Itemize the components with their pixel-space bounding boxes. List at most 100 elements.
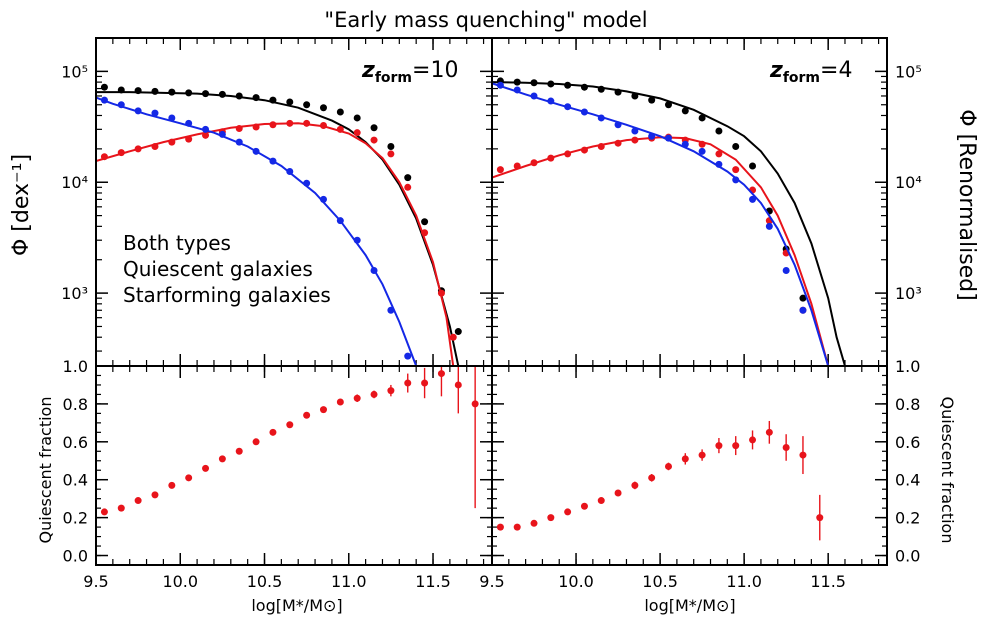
data-point [269, 96, 277, 104]
data-point [269, 157, 277, 165]
legend-item-starforming: Starforming galaxies [123, 283, 331, 307]
data-point [286, 421, 294, 429]
data-point [185, 474, 193, 482]
data-point [117, 504, 125, 512]
data-point [564, 103, 572, 111]
series-quiescent-fraction [100, 366, 479, 516]
data-point [580, 108, 588, 116]
data-point [631, 136, 639, 144]
data-point [404, 379, 412, 387]
panel-top-right: 10³ 10⁴ 10⁵ zform=4 [491, 37, 922, 367]
data-point [513, 78, 521, 86]
x-tick-label: 10.0 [162, 572, 198, 591]
data-point [319, 121, 327, 129]
panel-frame [95, 37, 493, 367]
data-point [732, 143, 740, 151]
data-point [648, 96, 656, 104]
data-point [614, 121, 622, 129]
left-top-ylabel: Φ [dex⁻¹] [9, 154, 34, 256]
data-point [235, 447, 243, 455]
x-tick-label: 11.5 [810, 572, 846, 591]
data-point [235, 92, 243, 100]
data-point [454, 381, 462, 389]
model-curve [492, 81, 846, 366]
data-point [765, 222, 773, 230]
data-point [421, 218, 429, 226]
data-point [681, 455, 689, 463]
data-point [698, 147, 706, 155]
data-point [799, 306, 807, 314]
data-point [303, 101, 311, 109]
data-point [597, 114, 605, 122]
y-tick-label: 10⁵ [61, 62, 88, 81]
data-point [387, 306, 395, 314]
y-tick-label: 0.6 [63, 433, 88, 452]
data-point [547, 80, 555, 88]
data-point [648, 474, 656, 482]
data-point [134, 145, 142, 153]
y-tick-label: 0.2 [63, 509, 88, 528]
panel-bottom-left: 0.0 0.2 0.4 0.6 0.8 1.0 9.5 10.0 10.5 11.0 11.5 [63, 357, 493, 591]
data-point [715, 160, 723, 168]
series-quiescent-galaxies [492, 133, 830, 366]
data-point [580, 502, 588, 510]
xlabel-right: log[M*/M⊙] [644, 596, 735, 615]
data-point [353, 129, 361, 137]
data-point [437, 370, 445, 378]
panel-frame [491, 365, 888, 566]
data-point [547, 154, 555, 162]
data-point [564, 150, 572, 158]
data-point [117, 86, 125, 94]
data-point [631, 92, 639, 100]
series-starforming-galaxies [492, 81, 830, 366]
data-point [286, 119, 294, 127]
figure-title: "Early mass quenching" model [324, 8, 647, 32]
data-point [513, 86, 521, 94]
xlabel-left: log[M*/M⊙] [251, 596, 342, 615]
data-point [387, 150, 395, 158]
data-point [303, 411, 311, 419]
data-point [218, 90, 226, 98]
series-quiescent-galaxies [96, 119, 457, 366]
data-point [404, 183, 412, 191]
data-point [353, 236, 361, 244]
data-point [765, 428, 773, 436]
y-tick-label: 0.8 [895, 395, 920, 414]
data-point [387, 143, 395, 151]
data-point [732, 176, 740, 184]
data-point [597, 497, 605, 505]
data-point [513, 523, 521, 531]
data-point [134, 497, 142, 505]
data-point [100, 83, 108, 91]
data-point [218, 130, 226, 138]
series-quiescent-fraction [496, 420, 824, 541]
data-point [681, 107, 689, 115]
data-point [799, 294, 807, 302]
data-point [252, 94, 260, 102]
data-point [421, 379, 429, 387]
data-point [151, 87, 159, 95]
y-tick-label: 0.0 [895, 547, 920, 566]
data-point [698, 114, 706, 122]
data-point [252, 438, 260, 446]
data-point [614, 88, 622, 96]
y-tick-label: 0.6 [895, 433, 920, 452]
data-point [235, 125, 243, 133]
data-point [732, 442, 740, 450]
data-point [151, 143, 159, 151]
x-tick-label: 11.5 [415, 572, 451, 591]
data-point [286, 167, 294, 175]
y-tick-label: 10⁴ [61, 173, 88, 192]
data-point [353, 394, 361, 402]
data-point [496, 166, 504, 174]
data-point [437, 289, 445, 297]
panel-top-left: 10³ 10⁴ 10⁵ zform=10 [61, 37, 493, 367]
data-point [749, 162, 757, 170]
data-point [303, 119, 311, 127]
legend-item-both: Both types [123, 231, 231, 255]
model-curve [492, 136, 830, 366]
y-tick-label: 0.2 [895, 509, 920, 528]
y-tick-label: 0.0 [63, 547, 88, 566]
data-point [319, 195, 327, 203]
y-tick-label: 10⁵ [895, 62, 922, 81]
